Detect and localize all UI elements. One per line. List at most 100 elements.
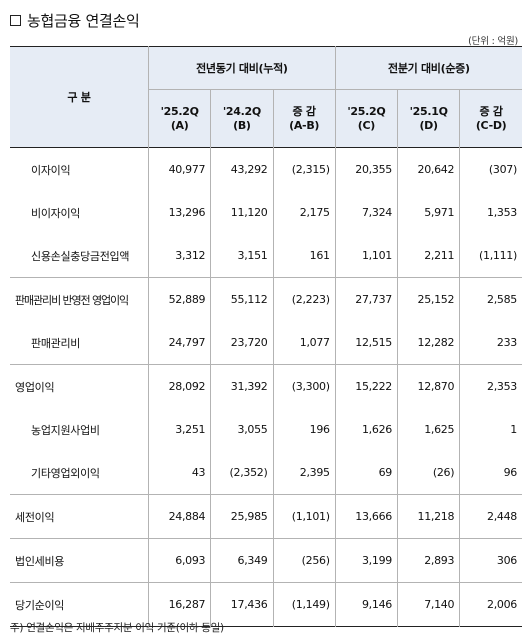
cell-value: 16,287: [148, 582, 211, 627]
cell-value: 196: [272, 408, 336, 451]
cell-value: 96: [459, 451, 522, 495]
row-label: 판매관리비: [31, 336, 81, 350]
row-label: 농업지원사업비: [31, 423, 100, 437]
cell-value: 69: [334, 451, 398, 495]
cell-value: 7,324: [334, 191, 398, 234]
footnote: 주) 연결손익은 지배주주지분 이익 기준(이하 동일): [10, 622, 224, 634]
cell-value: 161: [272, 234, 336, 278]
table-row: 세전이익 24,884 25,985 (1,101) 13,666 11,218…: [10, 494, 522, 539]
cell-value: 27,737: [334, 277, 398, 321]
table-row: 영업이익 28,092 31,392 (3,300) 15,222 12,870…: [10, 364, 522, 408]
header-col-change-a-b: 증 감 (A-B): [272, 89, 336, 148]
cell-value: 24,884: [148, 494, 211, 539]
cell-value: (2,315): [272, 147, 336, 191]
cell-value: 3,199: [334, 538, 398, 583]
cell-value: 13,296: [148, 191, 211, 234]
cell-value: 6,349: [210, 538, 273, 583]
cell-value: 306: [459, 538, 522, 583]
table-row: 신용손실충당금전입액 3,312 3,151 161 1,101 2,211 (…: [10, 234, 522, 278]
cell-value: 3,055: [210, 408, 273, 451]
cell-value: 55,112: [210, 277, 273, 321]
cell-value: 43: [148, 451, 211, 495]
cell-value: 31,392: [210, 364, 273, 408]
cell-value: 24,797: [148, 321, 211, 365]
row-label: 판매관리비 반영전 영업이익: [10, 277, 149, 321]
cell-value: (307): [459, 147, 522, 191]
cell-value: 25,985: [210, 494, 273, 539]
header-col-25-1q-d: '25.1Q (D): [396, 89, 460, 148]
row-label: 영업이익: [10, 364, 149, 408]
cell-value: 15,222: [334, 364, 398, 408]
cell-value: 43,292: [210, 147, 273, 191]
cell-value: 28,092: [148, 364, 211, 408]
cell-value: (1,111): [459, 234, 522, 278]
header-group-yoy: 전년동기 대비(누적): [148, 46, 336, 90]
cell-value: 1,101: [334, 234, 398, 278]
cell-value: 1,353: [459, 191, 522, 234]
cell-value: 20,642: [396, 147, 460, 191]
row-label: 기타영업외이익: [31, 466, 100, 480]
table-header: 구 분 전년동기 대비(누적) 전분기 대비(순증) '25.2Q (A) '24…: [10, 46, 522, 148]
header-col-25-2q-c: '25.2Q (C): [334, 89, 398, 148]
cell-value: 2,175: [272, 191, 336, 234]
cell-value: 2,395: [272, 451, 336, 495]
cell-value: 2,585: [459, 277, 522, 321]
row-label: 비이자이익: [31, 206, 81, 220]
cell-value: 12,515: [334, 321, 398, 365]
row-label: 당기순이익: [10, 582, 149, 627]
cell-value: (3,300): [272, 364, 336, 408]
cell-value: (2,223): [272, 277, 336, 321]
cell-value: 2,353: [459, 364, 522, 408]
row-label: 신용손실충당금전입액: [31, 249, 130, 263]
unit-label: (단위 : 억원): [468, 36, 518, 47]
header-col-24-2q-b: '24.2Q (B): [210, 89, 273, 148]
table-row: 당기순이익 16,287 17,436 (1,149) 9,146 7,140 …: [10, 582, 522, 627]
header-col-change-c-d: 증 감 (C-D): [459, 89, 522, 148]
title-text: 농협금융 연결손익: [27, 11, 140, 30]
cell-value: 9,146: [334, 582, 398, 627]
table-row: 기타영업외이익 43 (2,352) 2,395 69 (26) 96: [10, 451, 522, 495]
table-row: 농업지원사업비 3,251 3,055 196 1,626 1,625 1: [10, 408, 522, 451]
table-row: 비이자이익 13,296 11,120 2,175 7,324 5,971 1,…: [10, 191, 522, 234]
cell-value: 2,211: [396, 234, 460, 278]
square-bullet-icon: [10, 14, 21, 26]
cell-value: 20,355: [334, 147, 398, 191]
table-row: 판매관리비 24,797 23,720 1,077 12,515 12,282 …: [10, 321, 522, 365]
income-table: 구 분 전년동기 대비(누적) 전분기 대비(순증) '25.2Q (A) '24…: [10, 46, 522, 627]
cell-value: 3,151: [210, 234, 273, 278]
cell-value: 12,282: [396, 321, 460, 365]
row-label: 이자이익: [31, 163, 71, 177]
cell-value: 1: [459, 408, 522, 451]
cell-value: 13,666: [334, 494, 398, 539]
cell-value: 5,971: [396, 191, 460, 234]
cell-value: 2,448: [459, 494, 522, 539]
cell-value: 25,152: [396, 277, 460, 321]
table-row: 이자이익 40,977 43,292 (2,315) 20,355 20,642…: [10, 147, 522, 191]
header-col-25-2q-a: '25.2Q (A): [148, 89, 211, 148]
cell-value: 7,140: [396, 582, 460, 627]
cell-value: 2,893: [396, 538, 460, 583]
header-gubun: 구 분: [10, 46, 149, 148]
cell-value: 233: [459, 321, 522, 365]
table-row: 법인세비용 6,093 6,349 (256) 3,199 2,893 306: [10, 538, 522, 583]
cell-value: 12,870: [396, 364, 460, 408]
cell-value: (1,149): [272, 582, 336, 627]
cell-value: 40,977: [148, 147, 211, 191]
cell-value: 11,218: [396, 494, 460, 539]
cell-value: 6,093: [148, 538, 211, 583]
row-label: 법인세비용: [10, 538, 149, 583]
header-group-qoq: 전분기 대비(순증): [334, 46, 522, 90]
document-title: 농협금융 연결손익: [10, 9, 140, 31]
cell-value: (1,101): [272, 494, 336, 539]
cell-value: 2,006: [459, 582, 522, 627]
cell-value: (26): [396, 451, 460, 495]
cell-value: 17,436: [210, 582, 273, 627]
cell-value: (256): [272, 538, 336, 583]
cell-value: 52,889: [148, 277, 211, 321]
cell-value: 23,720: [210, 321, 273, 365]
cell-value: 1,077: [272, 321, 336, 365]
cell-value: (2,352): [210, 451, 273, 495]
cell-value: 1,626: [334, 408, 398, 451]
row-label: 세전이익: [10, 494, 149, 539]
cell-value: 3,312: [148, 234, 211, 278]
